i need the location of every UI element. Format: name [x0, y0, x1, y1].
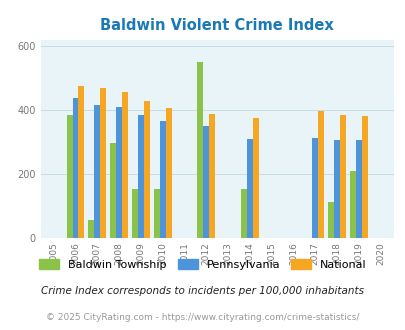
Bar: [159, 121, 165, 238]
Bar: [328, 203, 333, 238]
Bar: [361, 116, 367, 238]
Bar: [241, 189, 246, 238]
Bar: [100, 88, 106, 238]
Bar: [122, 92, 128, 238]
Title: Baldwin Violent Crime Index: Baldwin Violent Crime Index: [100, 18, 333, 33]
Bar: [138, 115, 143, 238]
Bar: [349, 171, 355, 238]
Bar: [246, 139, 252, 238]
Bar: [132, 189, 138, 238]
Bar: [209, 114, 215, 238]
Bar: [339, 115, 345, 238]
Bar: [78, 86, 84, 238]
Bar: [203, 126, 209, 238]
Bar: [94, 105, 100, 238]
Bar: [143, 101, 149, 238]
Bar: [153, 189, 159, 238]
Bar: [197, 62, 203, 238]
Bar: [165, 108, 171, 238]
Bar: [311, 138, 318, 238]
Bar: [88, 220, 94, 238]
Text: © 2025 CityRating.com - https://www.cityrating.com/crime-statistics/: © 2025 CityRating.com - https://www.city…: [46, 313, 359, 322]
Bar: [66, 115, 72, 238]
Bar: [116, 107, 122, 238]
Bar: [252, 118, 258, 238]
Bar: [72, 98, 78, 238]
Bar: [355, 140, 361, 238]
Text: Crime Index corresponds to incidents per 100,000 inhabitants: Crime Index corresponds to incidents per…: [41, 286, 364, 296]
Legend: Baldwin Township, Pennsylvania, National: Baldwin Township, Pennsylvania, National: [35, 255, 370, 274]
Bar: [333, 140, 339, 238]
Bar: [110, 144, 116, 238]
Bar: [318, 111, 323, 238]
